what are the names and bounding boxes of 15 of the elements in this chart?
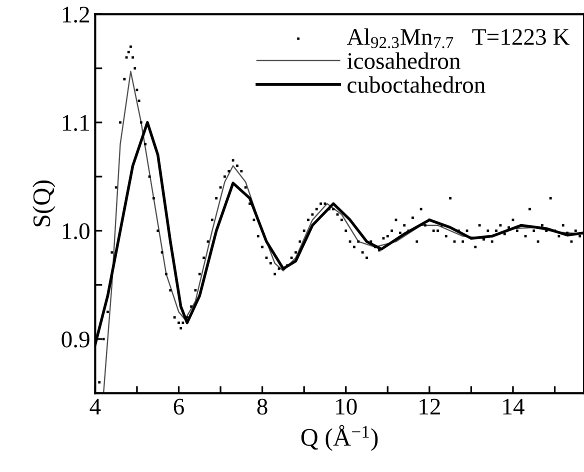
x-tick-label: 14 (503, 398, 524, 414)
legend-label: cuboctahedron (348, 76, 486, 93)
y-tick-label: 1.0 (62, 223, 90, 240)
legend-label: Al$_{92.3}$Mn$_{7.7}$ T=1223 K (346, 28, 570, 48)
x-tick-label: 6 (174, 398, 184, 415)
legend-label: icosahedron (347, 52, 460, 70)
y-tick-label: 1.2 (62, 6, 90, 23)
y-tick-label: 0.9 (62, 332, 90, 348)
x-tick-label: 8 (257, 398, 268, 415)
x-tick-label: 12 (420, 398, 440, 414)
x-tick-label: 10 (336, 398, 357, 415)
y-tick-label: 1.1 (62, 115, 89, 131)
y-axis-title: S(Q) (32, 180, 56, 226)
x-tick-label: 4 (90, 398, 101, 414)
x-axis-title: Q (Å$^{−1}$) (301, 425, 378, 451)
